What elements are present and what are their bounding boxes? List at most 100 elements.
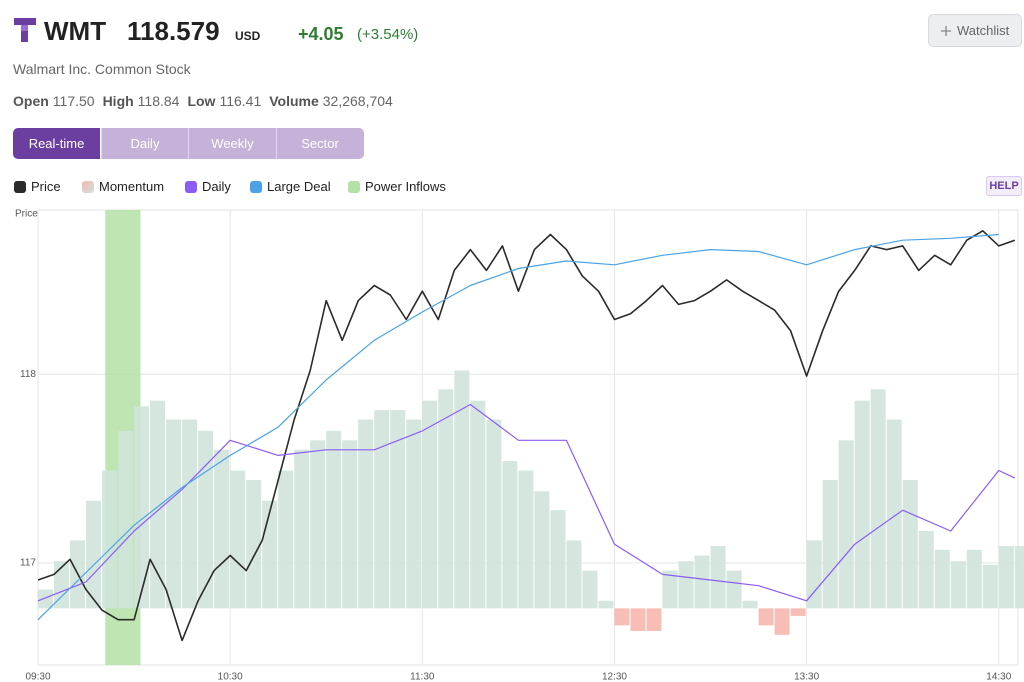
legend-label: Daily <box>202 179 231 194</box>
legend-swatch <box>185 180 197 193</box>
momentum-bar <box>566 540 582 609</box>
watchlist-button[interactable]: Watchlist <box>928 14 1022 47</box>
momentum-bar <box>662 570 678 609</box>
momentum-bar <box>598 600 614 609</box>
momentum-bar <box>1014 546 1024 609</box>
momentum-bar <box>710 546 726 609</box>
legend-swatch <box>82 180 94 193</box>
momentum-bar <box>646 608 662 632</box>
legend-item: Power Inflows <box>348 179 446 194</box>
stat-label: High <box>102 93 134 109</box>
tab[interactable]: Daily <box>100 128 189 159</box>
x-tick-label: 13:30 <box>794 672 819 682</box>
momentum-bar <box>342 440 358 609</box>
momentum-bar <box>118 430 134 609</box>
momentum-bar <box>326 430 342 609</box>
x-tick-label: 11:30 <box>410 672 435 682</box>
stat-label: Low <box>187 93 216 109</box>
x-tick-label: 14:30 <box>986 672 1011 682</box>
momentum-bar <box>822 479 838 609</box>
y-tick-label: 117 <box>20 558 36 569</box>
momentum-bar <box>678 561 694 609</box>
momentum-bar <box>358 419 374 609</box>
momentum-bar <box>246 479 262 609</box>
momentum-bar <box>790 608 806 616</box>
momentum-bar <box>310 440 326 609</box>
momentum-bar <box>134 406 150 609</box>
momentum-bar <box>278 470 294 609</box>
legend-swatch <box>250 180 262 193</box>
momentum-bar <box>726 570 742 609</box>
momentum-bar <box>86 500 102 609</box>
momentum-bar <box>934 549 950 609</box>
momentum-bar <box>198 430 214 609</box>
momentum-bar <box>806 540 822 609</box>
tab[interactable]: Weekly <box>188 128 276 159</box>
legend-item: Price <box>14 179 61 194</box>
momentum-bar <box>758 608 774 626</box>
series-line <box>37 230 1016 642</box>
momentum-bar <box>694 555 710 609</box>
stat: Open 117.50 <box>13 93 95 109</box>
momentum-bar <box>214 449 230 609</box>
company-name: Walmart Inc. Common Stock <box>13 61 191 77</box>
momentum-bar <box>534 491 550 609</box>
legend-item: Large Deal <box>250 179 331 194</box>
legend-swatch <box>348 180 360 193</box>
stat-value: 118.84 <box>137 93 180 109</box>
momentum-bar <box>918 530 934 609</box>
stat-value: 116.41 <box>219 93 262 109</box>
tab[interactable]: Real-time <box>13 128 100 159</box>
watchlist-label: Watchlist <box>957 23 1010 38</box>
momentum-bar <box>150 400 166 609</box>
stat-value: 117.50 <box>52 93 95 109</box>
momentum-bar <box>886 419 902 609</box>
momentum-bar <box>854 400 870 609</box>
momentum-bar <box>614 608 630 626</box>
momentum-bar <box>38 589 54 609</box>
momentum-bar <box>454 370 470 609</box>
plus-icon <box>941 26 951 36</box>
stat-label: Volume <box>269 93 319 109</box>
momentum-bar <box>422 400 438 609</box>
momentum-bar <box>166 419 182 609</box>
y-tick-label: 118 <box>20 369 36 380</box>
tabs: Real-time Daily Weekly Sector <box>13 0 364 160</box>
momentum-bar <box>54 561 70 609</box>
change-pct: (+3.54%) <box>357 26 419 43</box>
tab[interactable]: Sector <box>275 128 364 159</box>
momentum-bar <box>406 419 422 609</box>
legend-swatch <box>14 180 26 193</box>
stat: High 118.84 <box>103 93 180 109</box>
legend-item: Daily <box>185 179 231 194</box>
momentum-bar <box>486 419 502 609</box>
stat-label: Open <box>13 93 49 109</box>
currency: USD <box>235 29 261 43</box>
momentum-bar <box>950 561 966 609</box>
momentum-bar <box>102 470 118 609</box>
momentum-bar <box>502 461 518 609</box>
momentum-bar <box>230 470 246 609</box>
x-tick-label: 09:30 <box>25 672 50 682</box>
stat: Low 116.41 <box>187 93 261 109</box>
momentum-bar <box>470 400 486 609</box>
momentum-bar <box>870 389 886 609</box>
momentum-bar <box>742 600 758 609</box>
momentum-bar <box>374 410 390 609</box>
momentum-bar <box>390 410 406 609</box>
help-button[interactable]: HELP <box>986 176 1022 196</box>
stat: Volume 32,268,704 <box>269 93 393 109</box>
y-axis-label: Price <box>15 209 38 220</box>
legend-item: Momentum <box>82 179 164 194</box>
series-line <box>37 403 1016 602</box>
momentum-bar <box>550 510 566 609</box>
momentum-bar <box>262 500 278 609</box>
x-tick-label: 10:30 <box>218 672 243 682</box>
momentum-bar <box>902 479 918 609</box>
momentum-bar <box>838 440 854 609</box>
momentum-bar <box>294 449 310 609</box>
ticker: WMT <box>44 16 107 46</box>
stat-value: 32,268,704 <box>322 93 393 109</box>
legend-label: Power Inflows <box>365 179 446 194</box>
